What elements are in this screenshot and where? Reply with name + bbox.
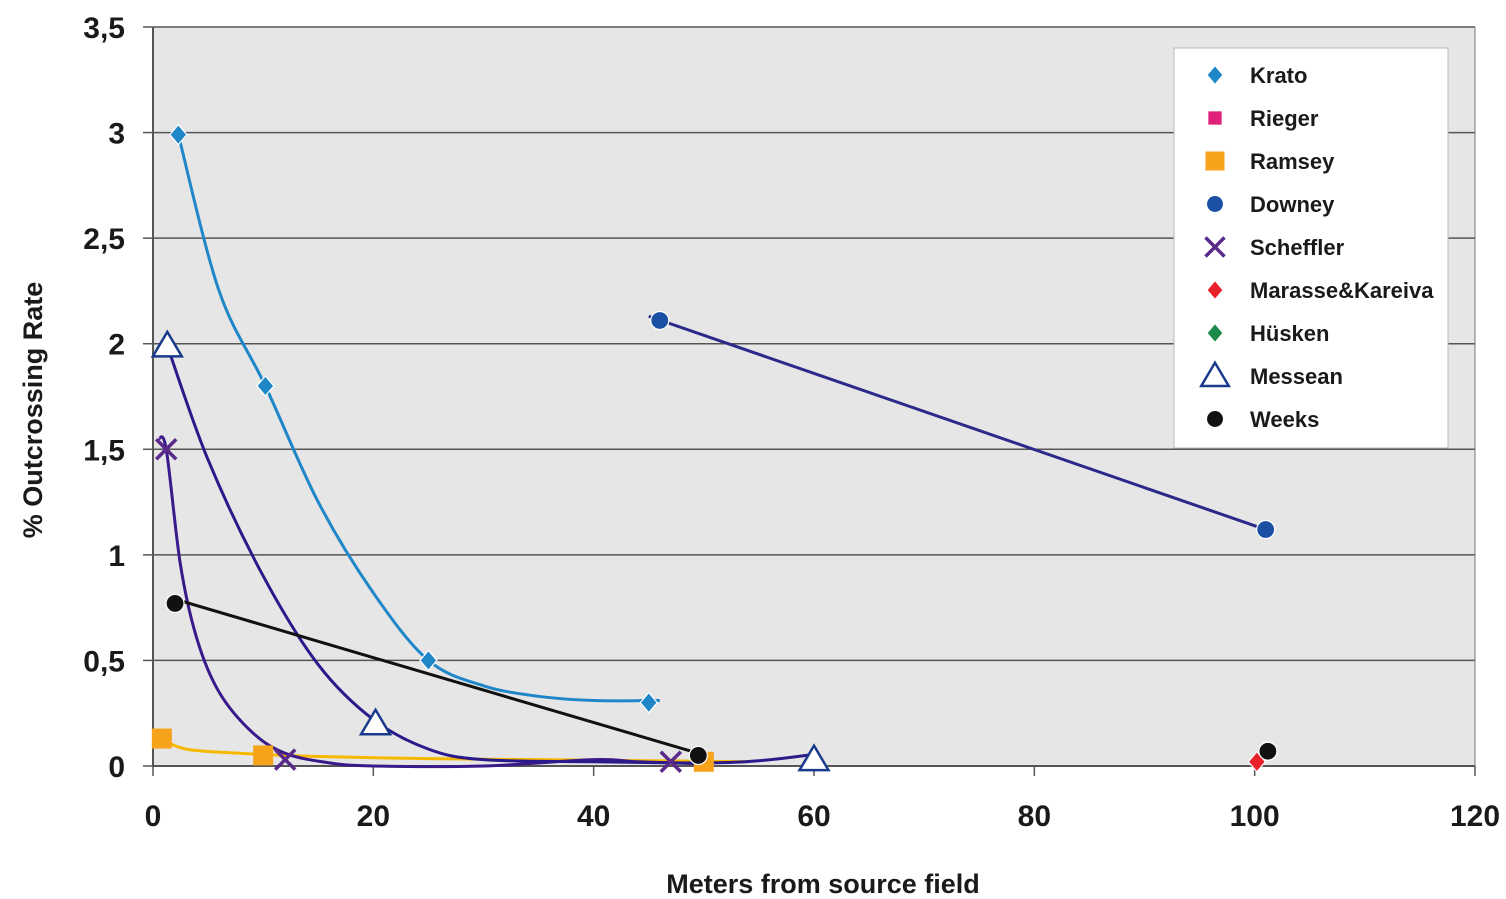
legend-marker-krato (1206, 64, 1224, 86)
y-tick-label: 0,5 (83, 645, 125, 678)
scheffler-point (659, 750, 683, 774)
y-tick-label: 3 (108, 118, 125, 151)
krato-point (639, 691, 659, 714)
y-tick-label: 3,5 (83, 12, 125, 45)
downey-point (1256, 519, 1276, 540)
x-tick-label: 100 (1230, 800, 1280, 833)
weeks-point (688, 745, 708, 766)
trend-line-scheffler (157, 435, 704, 769)
legend-label-h-sken: Hüsken (1250, 321, 1329, 346)
ramsey-point (151, 728, 172, 749)
y-axis-title: % Outcrossing Rate (18, 282, 48, 539)
ramsey-point (253, 745, 274, 766)
x-tick-label: 80 (1018, 800, 1051, 833)
legend-marker-messean (1199, 360, 1231, 388)
legend-label-messean: Messean (1250, 364, 1343, 389)
legend-marker-h-sken (1206, 322, 1224, 344)
legend-label-rieger: Rieger (1250, 106, 1319, 131)
x-tick-label: 0 (145, 800, 162, 833)
x-tick-label: 40 (577, 800, 610, 833)
y-tick-labels: 0 0,5 1 1,5 2 2,5 3 3,5 (83, 12, 125, 784)
krato-point (256, 375, 275, 397)
weeks-point (1258, 741, 1278, 761)
x-tick-label: 20 (357, 800, 390, 833)
legend-marker-rieger (1208, 111, 1222, 125)
y-tick-label: 0 (108, 751, 125, 784)
downey-point (650, 310, 670, 331)
legend-marker-marasse-kareiva (1206, 279, 1224, 301)
y-tick-label: 2 (108, 329, 125, 362)
legend-label-scheffler: Scheffler (1250, 235, 1345, 260)
trend-line-downey (648, 314, 1267, 531)
data-points (150, 123, 1278, 774)
x-axis-title: Meters from source field (666, 869, 980, 899)
trend-line-weeks (174, 597, 699, 755)
legend-marker-downey (1205, 194, 1225, 214)
legend-marker-weeks (1205, 409, 1225, 429)
legend-label-weeks: Weeks (1250, 407, 1319, 432)
y-tick-label: 2,5 (83, 223, 125, 256)
trend-line-krato (176, 134, 660, 703)
messean-point (358, 707, 393, 736)
messean-point (797, 743, 831, 772)
x-tick-label: 60 (797, 800, 830, 833)
krato-point (419, 649, 438, 672)
legend-marker-ramsey (1205, 151, 1225, 171)
legend-marker-scheffler (1204, 236, 1226, 258)
y-tick-label: 1 (108, 540, 125, 573)
legend-label-ramsey: Ramsey (1250, 149, 1335, 174)
weeks-point (165, 593, 185, 614)
legend-label-krato: Krato (1250, 63, 1307, 88)
y-tick-label: 1,5 (83, 434, 125, 467)
legend-label-marasse-kareiva: Marasse&Kareiva (1250, 278, 1434, 303)
scheffler-point (154, 438, 178, 461)
scheffler-point (273, 748, 297, 771)
x-tick-label: 120 (1450, 800, 1500, 833)
messean-point (150, 329, 185, 358)
x-tick-labels: 0 20 40 60 80 100 120 (145, 800, 1500, 833)
legend: Krato Rieger Ramsey Downey Scheffler Marasse&… (1173, 47, 1449, 449)
legend-label-downey: Downey (1250, 192, 1335, 217)
krato-point (169, 123, 188, 146)
